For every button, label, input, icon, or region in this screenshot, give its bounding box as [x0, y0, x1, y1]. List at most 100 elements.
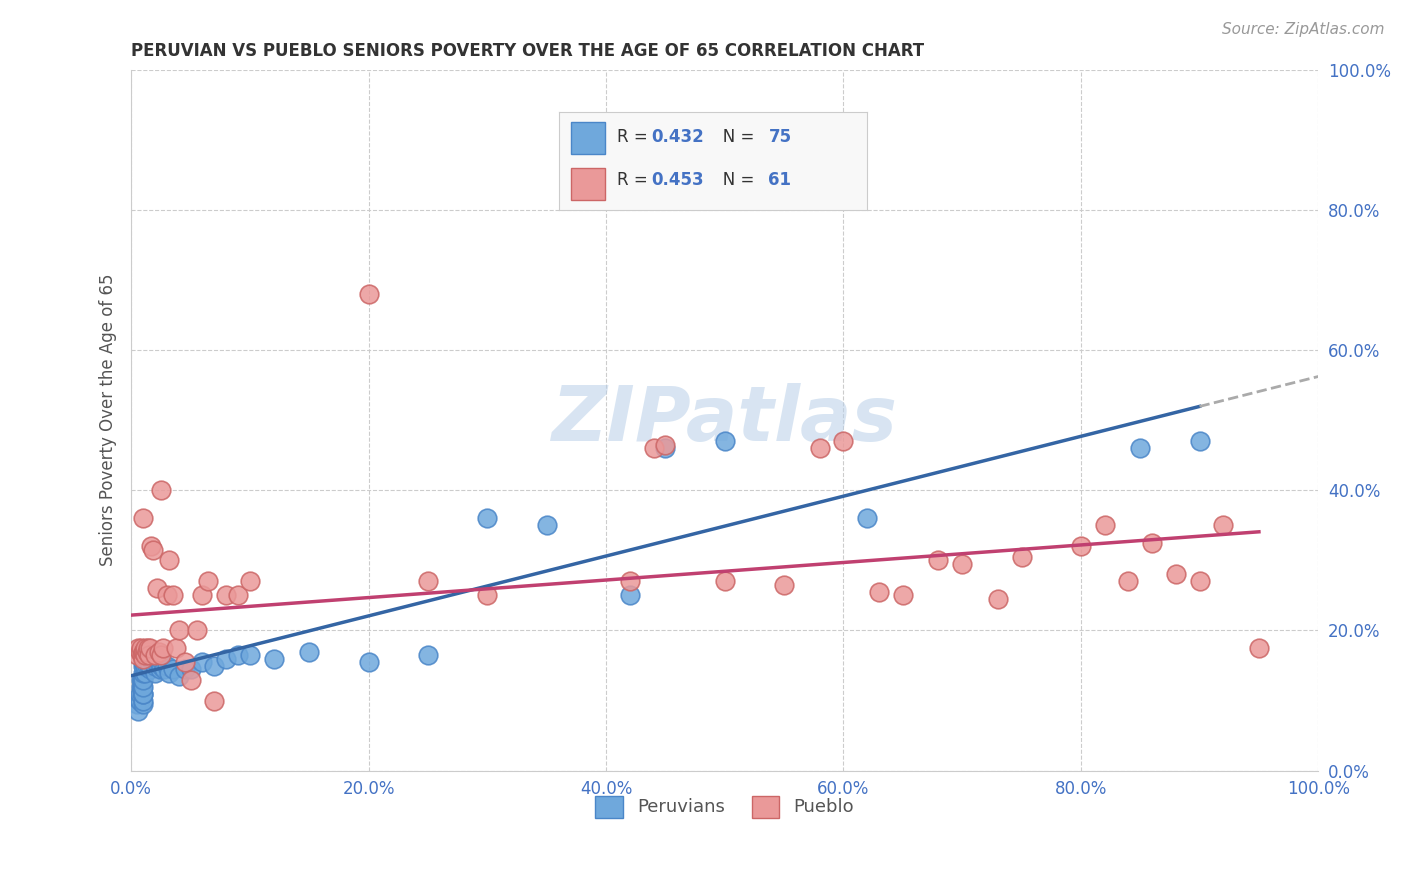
Point: [141, 540, 163, 554]
Point: [143, 665, 166, 680]
Point: [298, 644, 321, 658]
Point: [142, 542, 165, 557]
Point: [138, 651, 160, 665]
Point: [129, 640, 152, 655]
Point: [1140, 536, 1163, 550]
Point: [239, 648, 262, 662]
Point: [987, 591, 1010, 606]
Point: [1094, 518, 1116, 533]
Point: [149, 658, 172, 673]
Point: [138, 648, 160, 662]
Point: [927, 553, 949, 567]
Point: [150, 655, 173, 669]
Point: [643, 441, 665, 455]
Point: [536, 518, 558, 533]
Point: [1070, 540, 1092, 554]
Point: [132, 687, 155, 701]
Point: [141, 644, 163, 658]
Point: [180, 673, 202, 687]
Point: [180, 662, 202, 676]
Point: [132, 644, 155, 658]
Point: [167, 669, 190, 683]
Point: [1164, 567, 1187, 582]
Point: [132, 693, 155, 707]
Point: [136, 648, 159, 662]
Point: [135, 644, 157, 658]
Point: [138, 655, 160, 669]
Point: [128, 693, 150, 707]
Point: [654, 438, 676, 452]
Point: [215, 589, 238, 603]
Point: [138, 648, 160, 662]
Point: [145, 655, 167, 669]
Point: [156, 589, 179, 603]
Point: [131, 673, 153, 687]
Point: [127, 640, 149, 655]
Point: [1212, 518, 1234, 533]
Point: [132, 648, 155, 662]
Point: [832, 434, 855, 449]
Point: [239, 574, 262, 589]
Point: [157, 665, 180, 680]
Point: [162, 662, 184, 676]
Point: [131, 680, 153, 694]
Point: [132, 687, 155, 701]
Point: [357, 655, 380, 669]
Point: [136, 655, 159, 669]
Point: [149, 648, 172, 662]
Point: [191, 589, 214, 603]
Point: [135, 651, 157, 665]
Point: [132, 511, 155, 525]
Point: [129, 680, 152, 694]
Point: [1247, 640, 1270, 655]
Point: [146, 651, 169, 665]
Point: [129, 673, 152, 687]
Point: [773, 578, 796, 592]
Point: [950, 557, 973, 571]
Point: [477, 511, 499, 525]
Point: [215, 651, 238, 665]
Point: [132, 644, 155, 658]
Point: [891, 589, 914, 603]
Point: [136, 651, 159, 665]
Point: [134, 640, 156, 655]
Point: [165, 640, 187, 655]
Point: [167, 624, 190, 638]
Point: [132, 658, 155, 673]
Point: [132, 655, 155, 669]
Point: [135, 658, 157, 673]
Point: [619, 574, 641, 589]
Point: [157, 553, 180, 567]
Point: [139, 651, 162, 665]
Point: [1129, 441, 1152, 455]
Point: [1188, 434, 1211, 449]
Point: [416, 648, 439, 662]
Point: [416, 574, 439, 589]
Point: [202, 658, 225, 673]
Point: [138, 658, 160, 673]
Point: [132, 697, 155, 711]
Legend: Peruvians, Pueblo: Peruvians, Pueblo: [588, 789, 862, 825]
Point: [148, 644, 170, 658]
Point: [131, 687, 153, 701]
Point: [149, 662, 172, 676]
Point: [148, 655, 170, 669]
Point: [127, 648, 149, 662]
Point: [143, 648, 166, 662]
Point: [132, 651, 155, 665]
Point: [162, 589, 184, 603]
Point: [136, 640, 159, 655]
Point: [713, 434, 735, 449]
Point: [132, 648, 155, 662]
Point: [131, 648, 153, 662]
Point: [128, 687, 150, 701]
Point: [132, 680, 155, 694]
Point: [173, 662, 195, 676]
Text: PERUVIAN VS PUEBLO SENIORS POVERTY OVER THE AGE OF 65 CORRELATION CHART: PERUVIAN VS PUEBLO SENIORS POVERTY OVER …: [131, 42, 924, 60]
Point: [477, 589, 499, 603]
Point: [156, 658, 179, 673]
Point: [142, 655, 165, 669]
Point: [132, 673, 155, 687]
Point: [132, 651, 155, 665]
Point: [357, 287, 380, 301]
